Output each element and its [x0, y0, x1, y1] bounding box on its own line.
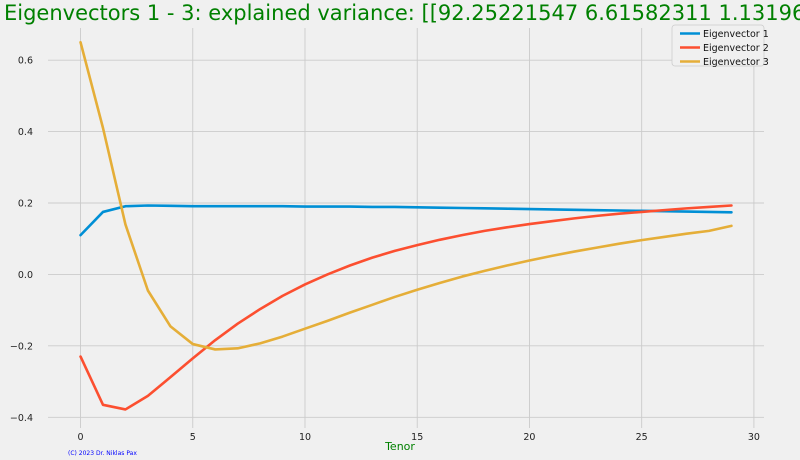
x-tick-label: 15 [411, 432, 423, 443]
y-tick-label: 0.6 [18, 56, 33, 67]
x-tick-label: 5 [190, 432, 196, 443]
series-lines [79, 40, 733, 411]
y-tick-label: −0.4 [10, 413, 33, 424]
x-tick-label: 20 [523, 432, 535, 443]
y-tick-label: 0.4 [18, 127, 33, 138]
legend-label-eigenvector-1: Eigenvector 1 [703, 29, 769, 40]
series-line-eigenvector-3[interactable] [79, 40, 733, 351]
chart-title: Eigenvectors 1 - 3: explained variance: … [4, 1, 800, 25]
legend-label-eigenvector-3: Eigenvector 3 [703, 57, 769, 68]
legend-label-eigenvector-2: Eigenvector 2 [703, 43, 769, 54]
grid [48, 28, 764, 428]
legend-frame [671, 24, 765, 67]
y-tick-label: 0.0 [18, 270, 33, 281]
series-line-eigenvector-2[interactable] [79, 204, 733, 411]
x-tick-label: 25 [636, 432, 648, 443]
x-tick-label: 0 [78, 432, 84, 443]
x-tick-label: 30 [748, 432, 760, 443]
series-line-eigenvector-1[interactable] [79, 204, 733, 237]
x-tick-label: 10 [299, 432, 311, 443]
legend[interactable]: Eigenvector 1 Eigenvector 2 Eigenvector 3 [671, 24, 769, 68]
x-tick-labels: 0 5 10 15 20 25 30 [78, 432, 760, 443]
y-tick-label: 0.2 [18, 199, 33, 210]
copyright-text: (C) 2023 Dr. Niklas Pax [68, 450, 137, 457]
y-tick-labels: −0.4 −0.2 0.0 0.2 0.4 0.6 [10, 56, 33, 424]
y-tick-label: −0.2 [10, 341, 33, 352]
x-axis-label: Tenor [384, 440, 415, 453]
